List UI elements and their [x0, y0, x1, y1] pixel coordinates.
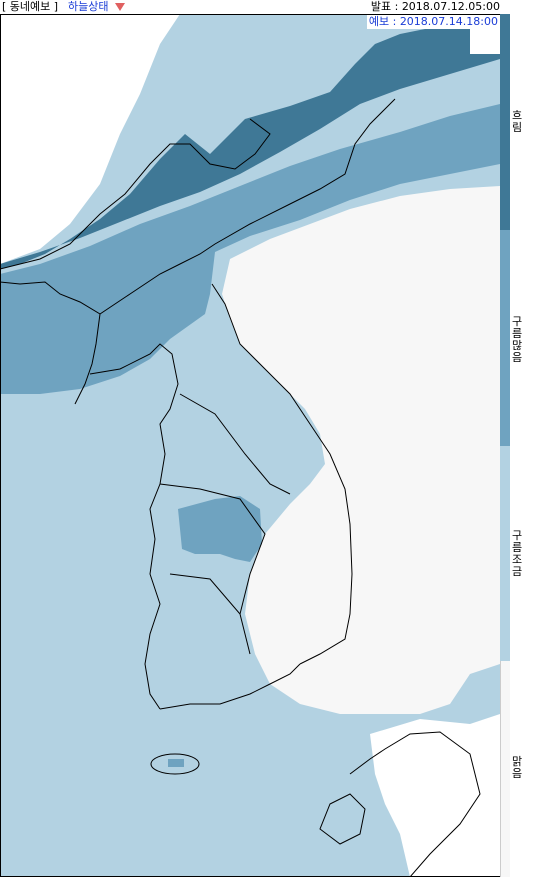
overcast-area-north — [0, 14, 500, 269]
legend-color-bar — [500, 14, 510, 877]
mostly-cloudy-area-jeju — [168, 759, 184, 767]
japan-kyushu — [319, 793, 366, 845]
clear-area-east — [222, 186, 500, 714]
province-lines — [159, 393, 291, 655]
legend-swatch-partly-cloudy — [500, 446, 510, 661]
triangle-down-icon[interactable] — [115, 3, 125, 11]
korea-east-coast — [211, 283, 353, 665]
legend-swatch-overcast — [500, 14, 510, 230]
jeju-island — [150, 753, 200, 775]
bohai-coast — [0, 281, 101, 405]
issue-time: 발표 : 2018.07.12.05:00 — [371, 0, 500, 14]
title-text: 동네예보 — [6, 0, 54, 13]
valid-label: 예보 : — [368, 15, 400, 28]
title-bracket-open: [ — [2, 0, 7, 13]
weather-map[interactable] — [0, 14, 500, 877]
legend-label-overcast: 흐림 — [511, 109, 523, 134]
legend-label-mostly-cloudy: 구름많음 — [511, 315, 523, 364]
japan-coast — [349, 731, 481, 877]
legend-swatch-clear — [500, 661, 510, 877]
korea-south-coast — [159, 663, 301, 710]
legend-label-clear: 맑음 — [511, 755, 523, 780]
china-coast-north — [0, 118, 271, 270]
coastlines — [0, 98, 481, 877]
issue-value: 2018.07.12.05:00 — [401, 0, 500, 13]
valid-value: 2018.07.14.18:00 — [399, 15, 498, 28]
korea-west-coast — [89, 343, 179, 710]
mostly-cloudy-area-inland — [178, 496, 262, 562]
legend-label-partly-cloudy: 구름조금 — [511, 529, 523, 578]
valid-time: 예보 : 2018.07.14.18:00 — [366, 15, 500, 29]
border-china-korea — [99, 98, 396, 315]
legend: 흐림 구름많음 구름조금 맑음 — [500, 14, 536, 877]
outside-area-japan — [370, 714, 500, 877]
product-selector[interactable]: 하늘상태 — [68, 0, 109, 13]
outside-area-china — [0, 14, 180, 264]
header-bar: [ 동네예보 ] 하늘상태 발표 : 2018.07.12.05:00 — [0, 0, 536, 14]
mostly-cloudy-area-north — [0, 104, 500, 394]
issue-label: 발표 : — [370, 0, 402, 13]
page-title: [ 동네예보 ] — [2, 0, 58, 14]
title-bracket-close: ] — [53, 0, 59, 13]
legend-swatch-mostly-cloudy — [500, 230, 510, 446]
